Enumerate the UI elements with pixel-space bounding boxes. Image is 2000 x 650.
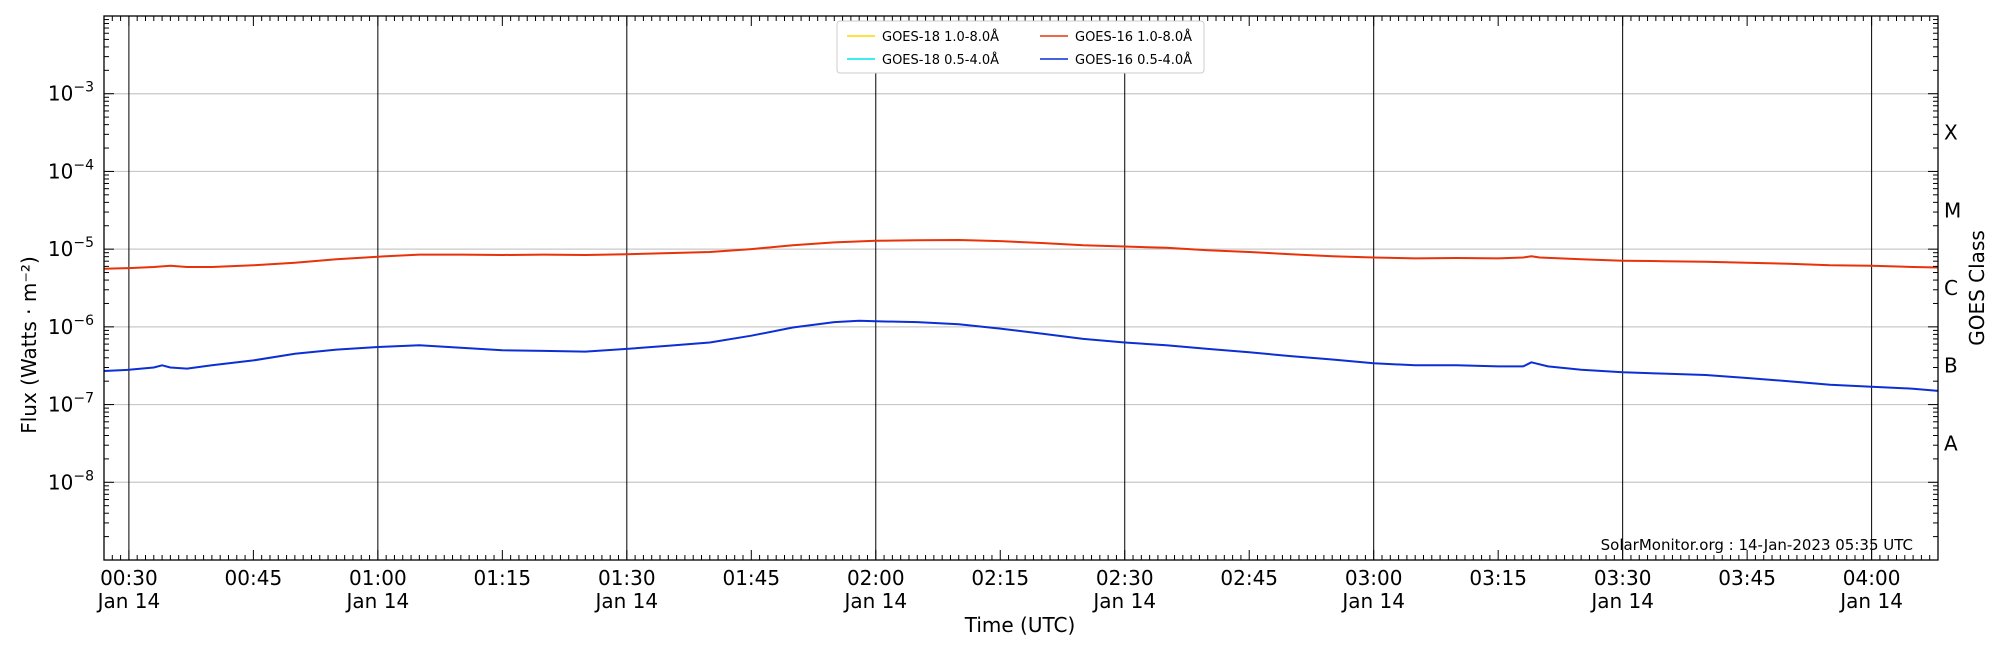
x-tick-date-label: Jan 14: [1340, 589, 1405, 613]
x-tick-label: 03:30: [1594, 566, 1652, 590]
x-tick-label: 01:30: [598, 566, 656, 590]
plot-frame: [103, 15, 1939, 561]
y-tick-label: 10−3: [48, 80, 94, 106]
y-tick-label: 10−4: [48, 157, 94, 183]
y-tick-label: 10−7: [48, 391, 94, 417]
y-tick-label: 10−5: [48, 235, 94, 261]
x-axis-title: Time (UTC): [964, 613, 1076, 637]
series-line-goes-16-0-5-4-0-: [103, 319, 1939, 392]
y-tick-label: 10−8: [48, 468, 94, 494]
legend-label: GOES-16 0.5-4.0Å: [1075, 52, 1192, 68]
x-tick-label: 00:30: [100, 566, 158, 590]
x-tick-label: 00:45: [225, 566, 283, 590]
x-tick-label: 01:45: [722, 566, 780, 590]
y-tick-label: 10−6: [48, 313, 94, 339]
x-tick-label: 02:30: [1096, 566, 1154, 590]
grid-layer: [104, 16, 1938, 560]
legend: GOES-18 1.0-8.0Å GOES-18 0.5-4.0Å GOES-16 …: [836, 20, 1205, 74]
x-tick-label: 02:15: [971, 566, 1029, 590]
y-axis-title-text: Flux (Watts · m⁻²): [17, 256, 41, 434]
legend-label: GOES-18 1.0-8.0Å: [882, 29, 999, 45]
goes-class-label: A: [1944, 431, 1958, 455]
x-tick-label: 01:00: [349, 566, 407, 590]
frame-layer: [103, 15, 1939, 561]
x-tick-date-label: Jan 14: [1838, 589, 1903, 613]
series-line-goes-16-1-0-8-0-: [103, 239, 1939, 270]
x-tick-date-label: Jan 14: [593, 589, 658, 613]
goes-class-label: X: [1944, 121, 1958, 145]
x-tick-label: 04:00: [1843, 566, 1901, 590]
goes-class-label: M: [1944, 198, 1961, 222]
credit-text: SolarMonitor.org : 14-Jan-2023 05:35 UTC: [1601, 536, 1913, 554]
goes-class-label: C: [1944, 276, 1958, 300]
legend-box: [836, 20, 1205, 74]
legend-label: GOES-18 0.5-4.0Å: [882, 52, 999, 68]
legend-label: GOES-16 1.0-8.0Å: [1075, 29, 1192, 45]
x-tick-label: 02:00: [847, 566, 905, 590]
x-tick-label: 01:15: [474, 566, 532, 590]
goes-class-axis-title: GOES Class: [1965, 230, 1989, 346]
x-tick-date-label: Jan 14: [842, 589, 907, 613]
x-tick-label: 03:15: [1469, 566, 1527, 590]
series-layer: [103, 239, 1939, 392]
x-tick-label: 03:45: [1718, 566, 1776, 590]
y-axis-title: Flux (Watts · m⁻²): [17, 256, 41, 434]
goes-class-label: B: [1944, 354, 1958, 378]
x-tick-date-label: Jan 14: [345, 589, 410, 613]
x-tick-date-label: Jan 14: [1589, 589, 1654, 613]
x-tick-date-label: Jan 14: [96, 589, 161, 613]
x-tick-date-label: Jan 14: [1091, 589, 1156, 613]
x-tick-label: 03:00: [1345, 566, 1403, 590]
x-tick-label: 02:45: [1220, 566, 1278, 590]
